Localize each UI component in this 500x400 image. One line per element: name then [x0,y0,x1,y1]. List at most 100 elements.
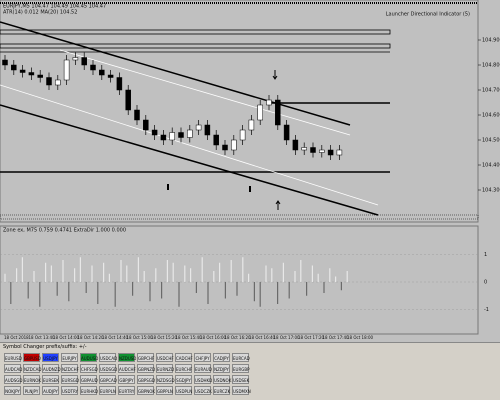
chart-window: EURJPY,M5 104.47 104.49 104.45 104.47 AT… [0,0,500,340]
symbol-button[interactable]: NZDSGD [156,375,175,384]
time-label: 18 Oct 16:00 [200,335,227,340]
arrow-up [275,200,281,210]
time-label: 18 Oct 13:40 [29,335,56,340]
time-label: 18 Oct 14:20 [78,335,105,340]
channel-line [0,104,379,216]
symbol-button[interactable]: CADJPY [213,353,230,362]
symbol-button[interactable]: CHFSGD [80,364,98,373]
indicator-bg [0,225,479,335]
symbol-grid: EURUSD GBPUSD USDJPY EURJPY AUDUSD USDCAD NZDU… [0,352,500,396]
candle-body [81,57,87,66]
symbol-button[interactable]: EURCZK [213,386,230,395]
symbol-button[interactable]: USDHKD [194,375,212,384]
symbol-button[interactable]: EURTRY [118,386,135,395]
symbol-button[interactable]: EURUSD [4,353,22,362]
symbol-button[interactable]: NZDUSD [118,353,136,362]
indicator-name: Launcher Directional Indicator (5) [386,12,470,18]
symbol-button[interactable]: GBPNZD [137,364,155,373]
symbol-button[interactable]: AUDSGD [4,375,22,384]
candle-body [99,69,105,76]
symbol-button[interactable]: GBPUSD [23,353,41,362]
main-chart-bg [0,0,479,223]
symbol-row: AUDSGD EURNOK EURSEK EURSGD GBPAUD GBPCAD GBPJ… [0,374,500,385]
bottom-band [0,214,479,220]
panel-title: Symbol Changer prefix/suffix: +/- [3,344,87,350]
candle-body [19,69,26,73]
symbol-button[interactable]: EURSEK [42,375,59,384]
candle-body [336,149,343,156]
y-tick-label: 104.300 [482,188,500,194]
symbol-button[interactable]: GBPSGD [137,375,155,384]
symbol-button[interactable]: NZDCHF [61,364,79,373]
candle-body [248,119,255,131]
candle-body [37,74,43,78]
y-tick-label: -1 [484,307,489,313]
symbol-button[interactable]: EURCHF [175,364,192,373]
symbol-button[interactable]: EURPLN [99,386,116,395]
time-label: 18 Oct 15:40 [176,335,203,340]
candle-body [187,129,193,138]
symbol-button[interactable]: AUDCAD [4,364,22,373]
candle-body [46,77,52,86]
symbol-button[interactable]: NZDJPY [213,364,230,373]
symbol-button[interactable]: SGDJPY [175,375,192,384]
symbol-button[interactable]: USDSGD [99,364,117,373]
candle-body [125,89,131,111]
candle-body [283,124,290,141]
symbol-button[interactable]: CHFJPY [194,353,211,362]
symbol-button[interactable]: AUDNZD [42,364,61,373]
symbol-button[interactable]: EURSGD [61,375,79,384]
candle-body [292,139,299,151]
symbol-button[interactable]: USDSEK [232,375,249,384]
symbol-button[interactable]: USDCHF [156,353,174,362]
symbol-row: EURUSD GBPUSD USDJPY EURJPY AUDUSD USDCAD NZDU… [0,352,500,363]
candle-body [28,72,35,76]
indicator-title: Zone ex, M75 0.759 0.4741 ExtraDir 1.000… [3,228,126,234]
y-tick-label: 104.700 [482,88,500,94]
symbol-button[interactable]: EURHKD [80,386,98,395]
symbol-button[interactable]: USDTRY [61,386,78,395]
symbol-button[interactable]: GBPAUD [80,375,98,384]
symbol-button[interactable]: PLNJPY [23,386,40,395]
candle-body [134,109,140,121]
symbol-button[interactable]: GBPPLN [156,386,173,395]
symbol-button[interactable]: USDMXN [232,386,251,395]
candle-body [310,147,316,153]
candle-body [11,64,17,71]
info-line: ATR(14) 0.012 MA(20) 104.52 [3,10,77,16]
candle-body [319,149,325,153]
symbol-line: EURJPY,M5 104.47 104.49 104.45 104.47 [3,4,106,10]
symbol-button[interactable]: EURCAD [232,353,250,362]
symbol-button[interactable]: USDNOK [213,375,231,384]
symbol-button[interactable]: EURJPY [61,353,78,362]
symbol-button[interactable]: AUDUSD [80,353,98,362]
candle-body [275,99,281,126]
symbol-button[interactable]: NOKJPY [4,386,21,395]
symbol-button[interactable]: EURNOK [23,375,41,384]
candle-body [63,59,70,81]
candle-body [222,144,228,151]
symbol-button[interactable]: GBPNOK [137,386,155,395]
symbol-button[interactable]: USDCZK [194,386,212,395]
symbol-button[interactable]: USDPLN [175,386,192,395]
symbol-button[interactable]: EURGBP [232,364,250,373]
time-label: 18 Oct 15:00 [127,335,154,340]
symbol-button[interactable]: USDJPY [42,353,59,362]
candle-body [266,99,272,106]
symbol-button[interactable]: EURAUD [194,364,212,373]
symbol-button[interactable]: AUDCHF [118,364,136,373]
candle-body [195,124,202,131]
symbol-button[interactable]: NZDCAD [23,364,41,373]
symbol-button[interactable]: EURNZD [156,364,174,373]
level-band [0,29,391,35]
symbol-button[interactable]: USDCAD [99,353,117,362]
y-tick-label: 0 [484,280,487,286]
y-tick-label: 104.900 [482,38,500,44]
symbol-button[interactable]: AUDJPY [42,386,59,395]
symbol-button[interactable]: GBPJPY [118,375,135,384]
symbol-button[interactable]: GBPCHF [137,353,154,362]
candle-body [143,119,149,131]
symbol-button[interactable]: CADCHF [175,353,193,362]
symbol-button[interactable]: GBPCAD [99,375,117,384]
time-label: 18 Oct 17:00 [274,335,301,340]
